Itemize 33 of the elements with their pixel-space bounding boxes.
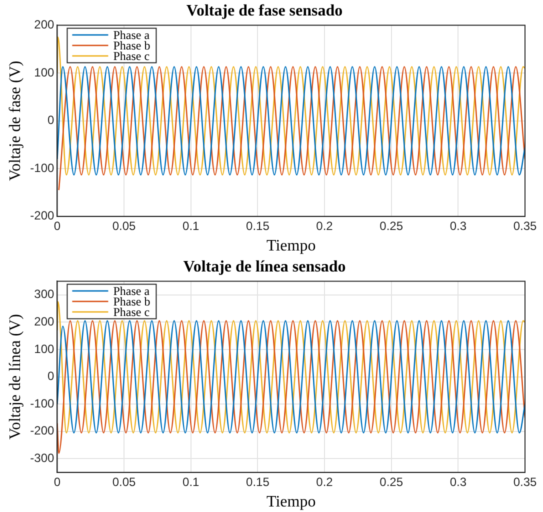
- y-tick-label: 100: [34, 342, 55, 356]
- chart-title: Voltaje de fase sensado: [186, 2, 343, 20]
- x-tick-label: 0.2: [316, 218, 334, 233]
- y-tick-label: 200: [34, 18, 55, 32]
- y-tick-label: 0: [48, 113, 55, 128]
- chart-title: Voltaje de línea sensado: [183, 258, 346, 276]
- x-axis-title: Tiempo: [266, 494, 316, 511]
- x-tick-label: 0.25: [380, 474, 404, 489]
- y-tick-label: -100: [30, 160, 55, 175]
- x-tick-label: 0.2: [316, 474, 334, 489]
- line-series: [57, 320, 525, 454]
- y-tick-label: 100: [34, 65, 55, 80]
- x-tick-label: 0.3: [450, 218, 467, 233]
- y-tick-label: 0: [48, 369, 55, 384]
- y-tick-label: 300: [34, 287, 55, 302]
- x-tick-label: 0.25: [380, 218, 404, 233]
- x-tick-label: 0.1: [182, 474, 200, 489]
- y-tick-label: -100: [30, 396, 55, 410]
- y-axis-title: Voltaje de fase (V): [6, 60, 24, 181]
- x-tick-label: 0.15: [246, 218, 270, 233]
- y-tick-label: -300: [30, 451, 55, 466]
- x-tick-label: 0.35: [513, 218, 537, 233]
- y-tick-label: -200: [30, 208, 55, 223]
- x-tick-label: 0.15: [246, 474, 270, 489]
- x-axis-title: Tiempo: [266, 238, 316, 255]
- y-tick-label: -200: [30, 424, 55, 438]
- y-axis-title: Voltaje de línea (V): [6, 314, 24, 440]
- x-tick-label: 0.1: [182, 218, 200, 233]
- x-tick-label: 0.35: [513, 474, 537, 489]
- x-tick-label: 0.05: [112, 218, 136, 233]
- y-tick-label: 200: [34, 314, 55, 328]
- x-tick-label: 0.3: [450, 474, 467, 489]
- x-tick-label: 0.05: [112, 474, 136, 489]
